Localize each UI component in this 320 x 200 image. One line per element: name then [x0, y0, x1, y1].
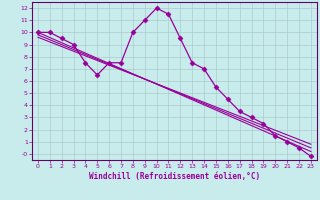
X-axis label: Windchill (Refroidissement éolien,°C): Windchill (Refroidissement éolien,°C)	[89, 172, 260, 181]
